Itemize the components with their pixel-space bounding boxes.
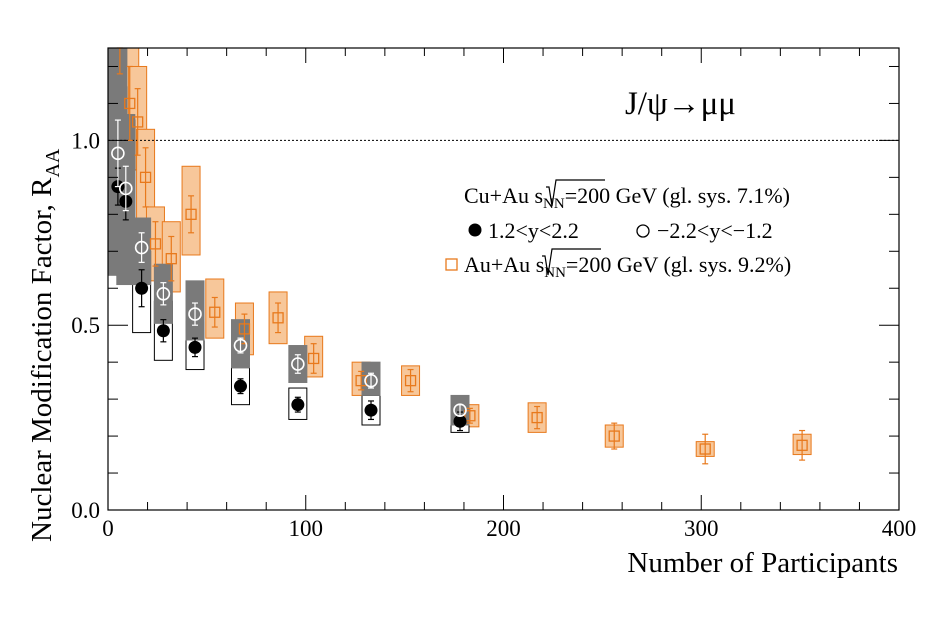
auau-point [404, 374, 417, 387]
backward-point [156, 286, 171, 301]
chart-title: J/ψ→μμ [625, 86, 736, 122]
auau-point [209, 306, 221, 318]
auau-point [699, 443, 711, 455]
legend: Cu+Au sNN=200 GeV (gl. sys. 7.1%) 1.2<y<… [445, 179, 791, 281]
x-tick-label: 0 [102, 516, 114, 541]
forward-point [233, 379, 247, 393]
auau-point [185, 208, 197, 220]
legend-backward-label: −2.2<y<−1.2 [657, 218, 773, 243]
x-tick-label: 200 [486, 516, 521, 541]
backward-point [364, 373, 378, 388]
forward-point [135, 281, 149, 295]
auau-points [116, 47, 808, 465]
backward-point [453, 403, 467, 418]
x-tick-label: 300 [684, 516, 719, 541]
forward-points [111, 167, 467, 432]
auau-point [132, 116, 144, 128]
legend-forward-label: 1.2<y<2.2 [488, 218, 579, 243]
auau-point [464, 410, 476, 422]
x-tick-label: 100 [289, 516, 324, 541]
y-tick-label: 0.0 [71, 498, 100, 523]
legend-marker-filled-circle [468, 223, 482, 237]
auau-point [796, 439, 808, 451]
auau-point [124, 97, 136, 110]
backward-point [111, 146, 125, 161]
y-axis-label: Nuclear Modification Factor, RAA [26, 148, 64, 542]
axis-ticks [107, 48, 900, 511]
forward-point [453, 414, 467, 428]
plot-frame [107, 47, 900, 511]
forward-point [156, 324, 170, 338]
legend-auau: Au+Au sNN=200 GeV (gl. sys. 9.2%) [464, 252, 791, 281]
auau-point [139, 171, 152, 184]
auau-point [308, 352, 320, 365]
backward-point [291, 357, 305, 371]
backward-point [118, 181, 133, 196]
legend-marker-open-square [445, 258, 458, 271]
backward-points [111, 119, 467, 418]
forward-point [364, 403, 378, 417]
backward-point [233, 338, 248, 353]
forward-point [291, 398, 305, 412]
auau-point [272, 312, 284, 324]
tick-labels: 0 100 200 300 400 0.0 0.5 1.0 [71, 128, 916, 541]
legend-cuau-header: Cu+Au sNN=200 GeV (gl. sys. 7.1%) [464, 183, 790, 212]
x-axis-label: Number of Participants [627, 547, 898, 579]
x-tick-label: 400 [882, 516, 917, 541]
backward-point [134, 240, 149, 255]
sqrt-sign [546, 179, 605, 207]
forward-point [188, 340, 202, 354]
backward-point [188, 307, 202, 321]
y-tick-label: 0.5 [71, 313, 100, 338]
auau-point [355, 374, 367, 387]
auau-point [531, 411, 543, 424]
auau-point [608, 430, 620, 442]
auau-point [165, 253, 177, 265]
y-tick-label: 1.0 [71, 128, 100, 153]
auau-point [238, 323, 251, 335]
legend-marker-open-circle [636, 224, 650, 238]
auau-point [149, 238, 162, 250]
sqrt-sign [542, 248, 601, 276]
